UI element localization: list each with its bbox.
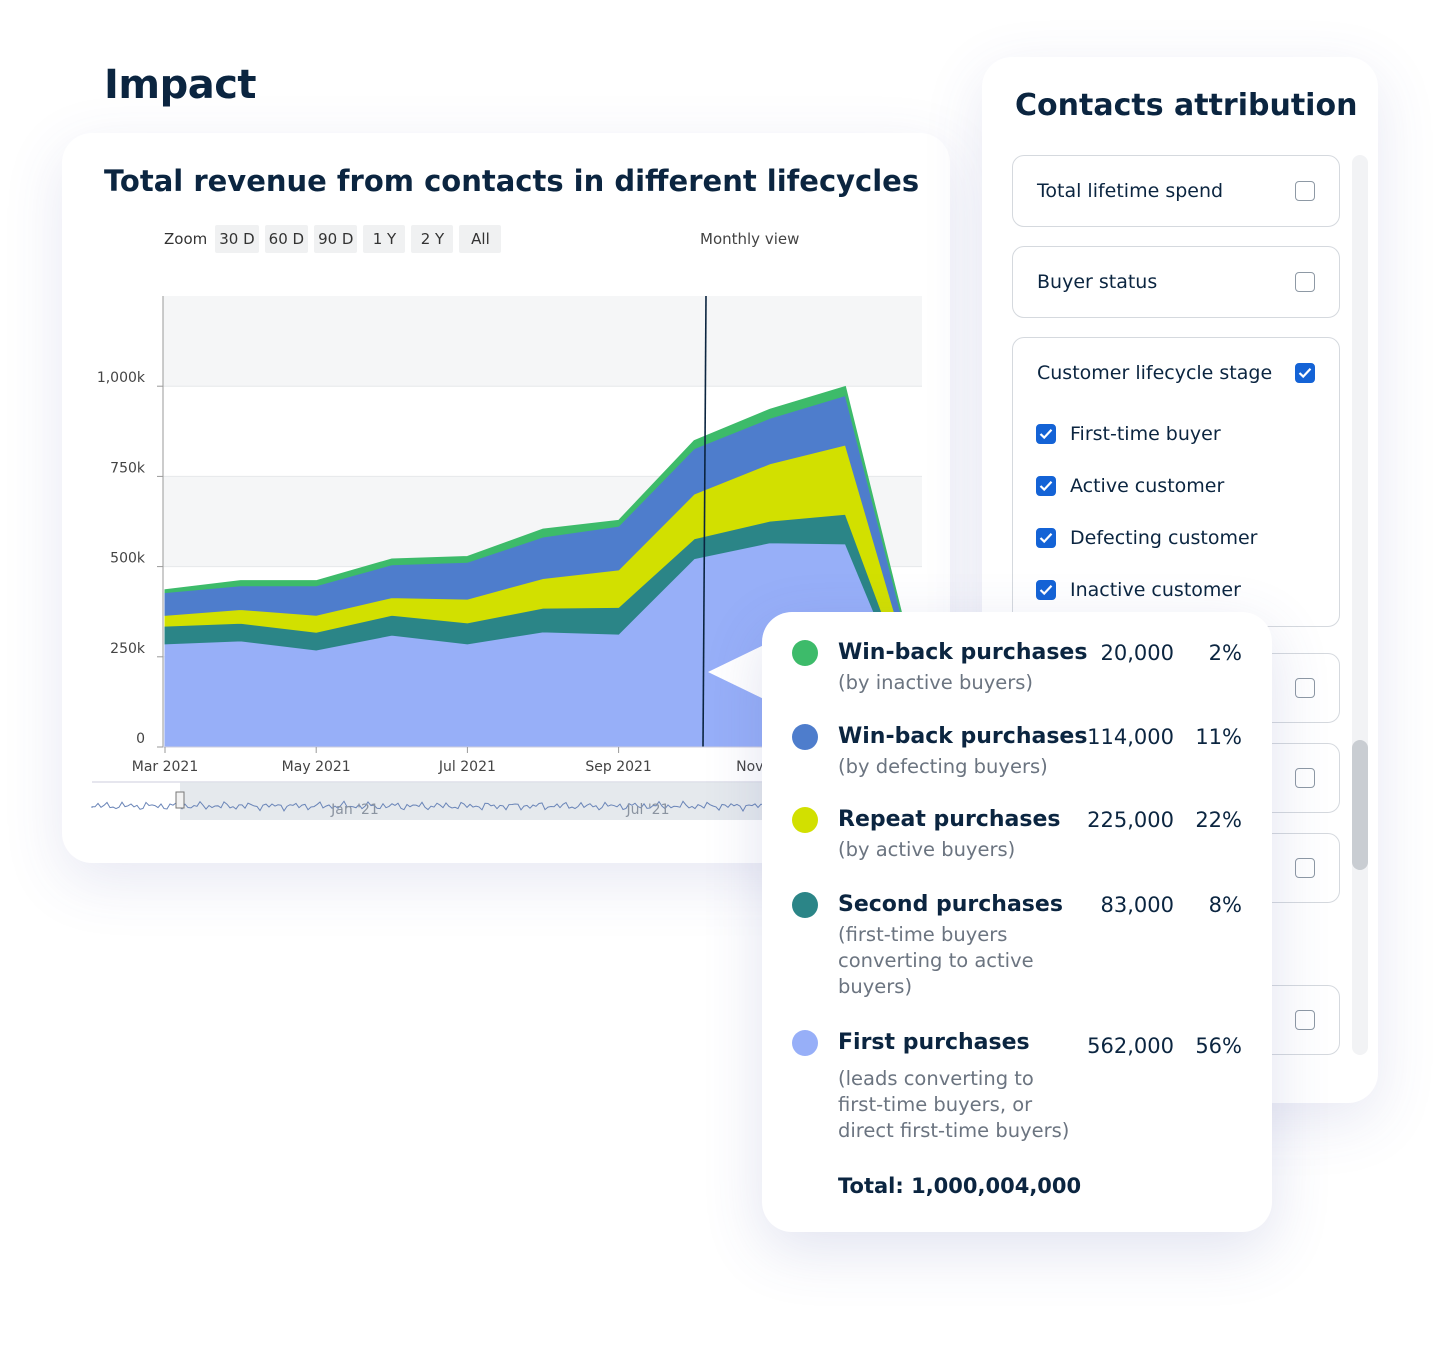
scrollbar-track <box>1352 155 1368 1055</box>
grid-band <box>163 296 922 387</box>
option-box: Buyer status <box>1012 246 1340 318</box>
option-row: Customer lifecycle stage <box>1013 338 1339 408</box>
item-value: 114,000 <box>1087 725 1174 749</box>
item-value: 83,000 <box>1100 893 1174 917</box>
item-percent: 8% <box>1208 893 1242 917</box>
navigator-label: Jan '21 <box>330 802 379 818</box>
item-name: Win-back purchases <box>838 724 1088 749</box>
x-tick-label: Mar 2021 <box>132 759 199 775</box>
item-description: (leads converting to first-time buyers, … <box>838 1067 1070 1142</box>
item-value: 225,000 <box>1087 808 1174 832</box>
item-name: Win-back purchases <box>838 640 1088 665</box>
legend-dot <box>792 724 818 750</box>
heading: Impact <box>104 62 257 108</box>
view-label: Monthly view <box>700 230 800 248</box>
options-list: Total lifetime spend Buyer status Customer… <box>1012 155 1340 646</box>
option-row: Buyer status <box>1013 247 1339 317</box>
y-tick-label: 750k <box>110 460 146 476</box>
item-percent: 56% <box>1195 1034 1242 1058</box>
zoom-button[interactable]: 2 Y <box>411 225 454 253</box>
item-percent: 2% <box>1208 641 1242 665</box>
option-label: Buyer status <box>1037 271 1158 293</box>
sub-option-label: Active customer <box>1070 475 1225 497</box>
y-tick-label: 1,000k <box>97 370 146 386</box>
item-name: Repeat purchases <box>838 807 1061 832</box>
zoom-button[interactable]: 30 D <box>215 225 259 253</box>
navigator-handle[interactable] <box>175 791 185 809</box>
y-tick-label: 250k <box>110 641 146 657</box>
sub-option-label: First-time buyer <box>1070 423 1221 445</box>
x-tick-label: Jul 2021 <box>438 759 496 775</box>
tooltip-total: Total: 1,000,004,000 <box>838 1174 1082 1198</box>
checkbox[interactable] <box>1036 580 1056 600</box>
legend-dot <box>792 807 818 833</box>
checkbox[interactable] <box>1295 858 1315 878</box>
item-description: (first-time buyers converting to active … <box>838 923 1034 998</box>
option-box: Customer lifecycle stage First-time buyer… <box>1012 337 1340 627</box>
x-tick-label: May 2021 <box>282 759 351 775</box>
x-tick-label: Sep 2021 <box>585 759 651 775</box>
checkbox[interactable] <box>1295 181 1315 201</box>
tooltip: Win-back purchases (by inactive buyers) 20… <box>762 612 1272 1232</box>
areas <box>164 385 922 747</box>
checkbox[interactable] <box>1036 424 1056 444</box>
zoom-button[interactable]: 60 D <box>264 225 309 253</box>
option-row: Total lifetime spend <box>1013 156 1339 226</box>
navigator-label: Jul '21 <box>625 802 669 818</box>
checkbox[interactable] <box>1036 528 1056 548</box>
item-value: 562,000 <box>1087 1034 1174 1058</box>
tooltip-pointer <box>708 642 770 702</box>
legend-dot <box>792 1030 818 1056</box>
option-label: Customer lifecycle stage <box>1037 362 1273 384</box>
sub-option-row: Defecting customer <box>1036 512 1339 564</box>
item-value: 20,000 <box>1100 641 1174 665</box>
crosshair <box>702 295 707 748</box>
checkbox[interactable] <box>1036 476 1056 496</box>
item-description: (by inactive buyers) <box>838 671 1034 694</box>
sub-option-label: Inactive customer <box>1070 579 1241 601</box>
zoom-label: Zoom <box>164 230 208 248</box>
panel-title: Contacts attribution <box>1015 88 1358 123</box>
zoom-button[interactable]: All <box>459 225 502 253</box>
sub-option-row: Active customer <box>1036 460 1339 512</box>
checkbox[interactable] <box>1295 1010 1315 1030</box>
item-description: (by defecting buyers) <box>838 755 1048 778</box>
checkbox[interactable] <box>1295 768 1315 788</box>
checkbox[interactable] <box>1295 363 1315 383</box>
y-tick-label: 500k <box>110 551 146 567</box>
legend-dot <box>792 892 818 918</box>
zoom-button[interactable]: 1 Y <box>363 225 406 253</box>
chart: 0 250k 500k 750k 1,000k Mar 2021 May 2021 Jul 2… <box>91 295 922 820</box>
legend-dot <box>792 640 818 666</box>
scrollbar-thumb[interactable] <box>1352 740 1368 870</box>
option-label: Total lifetime spend <box>1037 180 1224 202</box>
sub-option-label: Defecting customer <box>1070 527 1258 549</box>
zoom-button[interactable]: 90 D <box>314 225 358 253</box>
option-box: Total lifetime spend <box>1012 155 1340 227</box>
y-tick-label: 0 <box>136 731 145 747</box>
checkbox[interactable] <box>1295 272 1315 292</box>
item-percent: 22% <box>1195 808 1242 832</box>
sub-options: First-time buyer Active customer Defecting… <box>1013 408 1339 626</box>
item-name: First purchases <box>838 1030 1030 1055</box>
checkbox[interactable] <box>1295 678 1315 698</box>
item-name: Second purchases <box>838 892 1063 917</box>
sub-option-row: First-time buyer <box>1036 408 1339 460</box>
sub-option-row: Inactive customer <box>1036 564 1339 616</box>
item-percent: 11% <box>1195 725 1242 749</box>
item-description: (by active buyers) <box>838 838 1016 861</box>
chart-title: Total revenue from contacts in different… <box>104 164 920 198</box>
